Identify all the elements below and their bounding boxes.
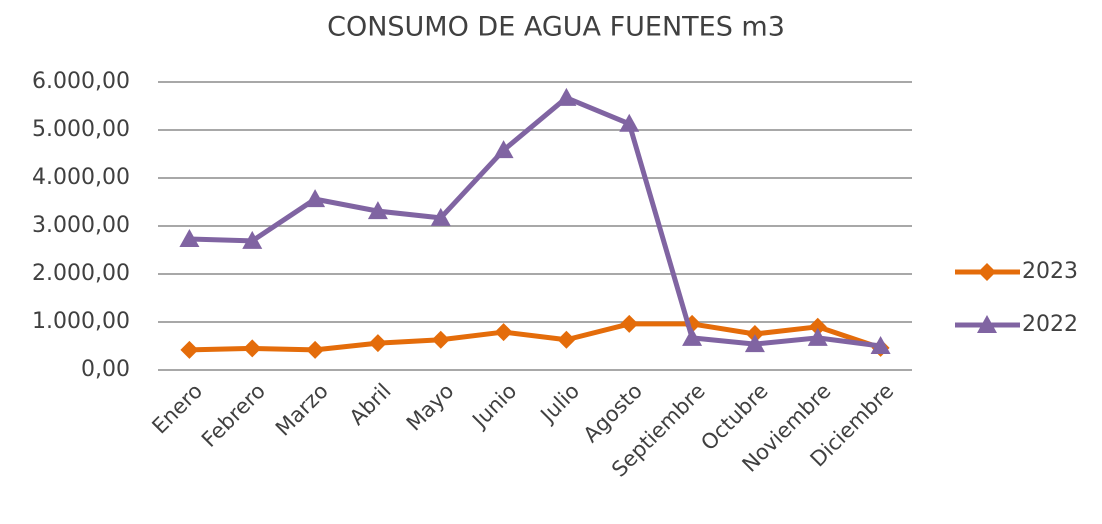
legend-label: 2023: [1022, 259, 1078, 284]
marker: [744, 334, 765, 353]
series-line: [189, 95, 881, 349]
y-tick-label: 4.000,00: [32, 165, 130, 190]
x-tick-label: Mayo: [402, 379, 459, 436]
marker: [243, 339, 262, 358]
marker: [745, 325, 764, 343]
marker: [179, 228, 200, 247]
marker: [431, 330, 450, 349]
marker: [242, 230, 263, 249]
marker: [808, 317, 827, 336]
marker: [367, 201, 388, 220]
x-tick-label: Junio: [467, 379, 522, 434]
series-line: [189, 321, 882, 353]
marker: [557, 330, 576, 349]
marker: [620, 314, 639, 333]
marker: [368, 334, 387, 353]
marker: [305, 189, 326, 208]
y-tick-label: 5.000,00: [32, 117, 130, 142]
chart-title: CONSUMO DE AGUA FUENTES m3: [327, 12, 785, 43]
y-tick-label: 3.000,00: [32, 213, 130, 238]
y-tick-label: 0,00: [81, 357, 130, 382]
marker: [306, 340, 325, 359]
x-tick-label: Marzo: [271, 379, 333, 441]
x-tick-label: Febrero: [197, 379, 270, 452]
marker: [870, 336, 891, 354]
marker: [494, 323, 513, 342]
marker: [619, 113, 640, 132]
marker: [978, 263, 996, 281]
marker: [977, 315, 997, 333]
legend-label: 2022: [1022, 312, 1078, 337]
marker: [180, 340, 199, 359]
y-tick-label: 6.000,00: [32, 69, 130, 94]
marker: [556, 87, 577, 106]
marker: [682, 327, 703, 346]
x-tick-label: Enero: [147, 379, 207, 439]
marker: [493, 140, 514, 159]
marker: [807, 327, 828, 346]
marker: [430, 207, 451, 226]
y-tick-label: 2.000,00: [32, 261, 130, 286]
y-tick-label: 1.000,00: [32, 309, 130, 334]
x-tick-label: Abril: [345, 379, 396, 430]
x-tick-label: Julio: [535, 379, 585, 429]
